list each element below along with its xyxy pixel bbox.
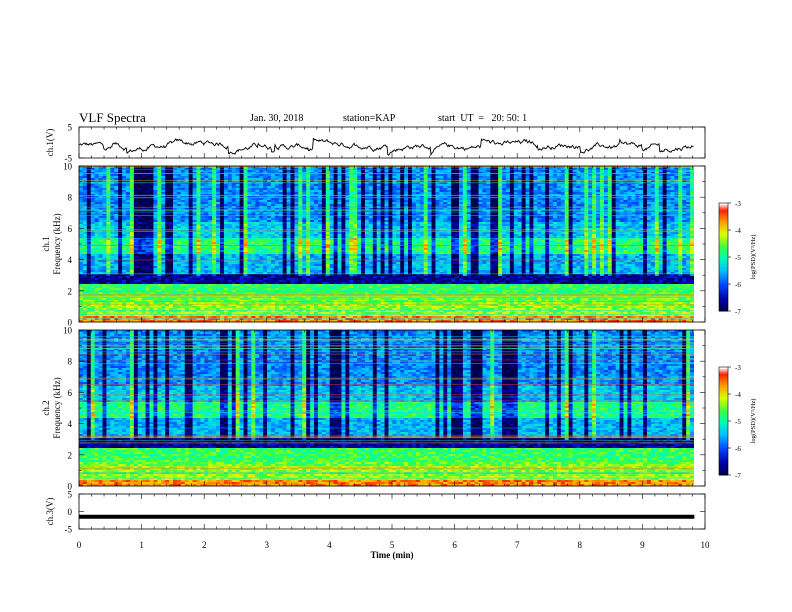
vlf-spectra-figure: -3-4-5-6-7log(PSD)(V²/Hz)-3-4-5-6-7log(P… — [0, 0, 792, 612]
ch1-waveform-line — [79, 138, 693, 155]
spectrogram-ch1 — [79, 166, 705, 322]
